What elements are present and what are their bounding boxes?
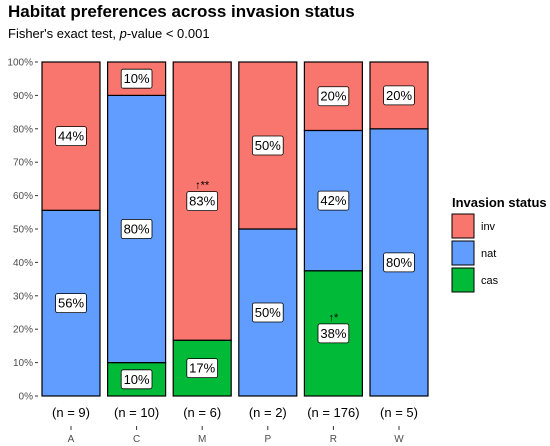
significance-annotation: ↑** xyxy=(195,180,210,192)
data-label-box xyxy=(120,219,153,239)
data-label: 20% xyxy=(320,89,346,104)
y-tick-label: 60% xyxy=(13,191,33,202)
sample-size-label: (n = 9) xyxy=(52,405,90,420)
data-label-box xyxy=(186,191,219,212)
data-label: 44% xyxy=(58,129,84,144)
bar-segment-inv xyxy=(41,61,101,211)
data-label-box xyxy=(120,68,153,89)
legend-label-inv: inv xyxy=(481,221,496,233)
legend-swatch-cas xyxy=(451,267,475,293)
y-tick-label: 70% xyxy=(13,158,33,169)
y-tick-label: 30% xyxy=(13,291,33,302)
y-tick-label: 50% xyxy=(13,225,33,236)
data-label-box xyxy=(317,323,350,344)
y-tick-label: 10% xyxy=(13,358,33,369)
y-tick-label: 80% xyxy=(13,124,33,135)
data-label: 17% xyxy=(189,361,215,376)
subtitle-prefix: Fisher's exact test, xyxy=(8,26,120,41)
chart-subtitle: Fisher's exact test, p-value < 0.001 xyxy=(8,26,210,41)
data-label-box xyxy=(317,190,350,211)
chart-title: Habitat preferences across invasion stat… xyxy=(8,2,355,21)
sample-size-label: (n = 6) xyxy=(183,405,221,420)
data-label: 38% xyxy=(320,326,346,341)
data-label: 83% xyxy=(189,194,215,209)
data-label-box xyxy=(55,293,87,314)
sample-size-label: (n = 176) xyxy=(307,405,359,420)
legend-label-cas: cas xyxy=(481,275,499,287)
data-label: 10% xyxy=(124,71,150,86)
x-tick-label: R xyxy=(330,434,337,445)
legend-swatch-inv xyxy=(451,213,475,239)
legend-swatch-nat xyxy=(451,240,475,266)
legend-label-nat: nat xyxy=(481,248,496,260)
significance-annotation: ↑* xyxy=(329,312,340,324)
data-label: 42% xyxy=(320,193,346,208)
data-label-box xyxy=(383,252,415,273)
data-label-box xyxy=(251,135,284,156)
sample-size-label: (n = 10) xyxy=(114,405,159,420)
data-label-box xyxy=(251,302,284,323)
data-label: 10% xyxy=(124,372,150,387)
y-tick-label: 40% xyxy=(13,258,33,269)
x-tick-label: P xyxy=(264,434,271,445)
y-tick-label: 100% xyxy=(7,58,33,69)
y-tick-label: 0% xyxy=(19,392,34,403)
y-tick-label: 20% xyxy=(13,325,33,336)
x-tick-label: W xyxy=(394,434,404,445)
x-tick-label: A xyxy=(68,434,75,445)
data-label: 80% xyxy=(124,222,150,237)
legend-title: Invasion status xyxy=(452,195,547,210)
data-label: 50% xyxy=(255,305,281,320)
y-tick-label: 90% xyxy=(13,91,33,102)
data-label-box xyxy=(186,358,219,379)
x-tick-label: C xyxy=(133,434,140,445)
data-label: 20% xyxy=(386,88,412,103)
x-tick-label: M xyxy=(198,434,206,445)
data-label-box xyxy=(120,369,153,390)
data-label: 50% xyxy=(255,138,281,153)
data-label: 80% xyxy=(386,255,412,270)
data-label-box xyxy=(317,86,350,107)
sample-size-label: (n = 2) xyxy=(249,405,287,420)
subtitle-suffix: -value < 0.001 xyxy=(126,26,210,41)
data-label-box xyxy=(383,85,415,106)
subtitle-pvalue: p xyxy=(119,26,127,41)
data-label-box xyxy=(55,126,87,147)
sample-size-label: (n = 5) xyxy=(380,405,418,420)
data-label: 56% xyxy=(58,296,84,311)
